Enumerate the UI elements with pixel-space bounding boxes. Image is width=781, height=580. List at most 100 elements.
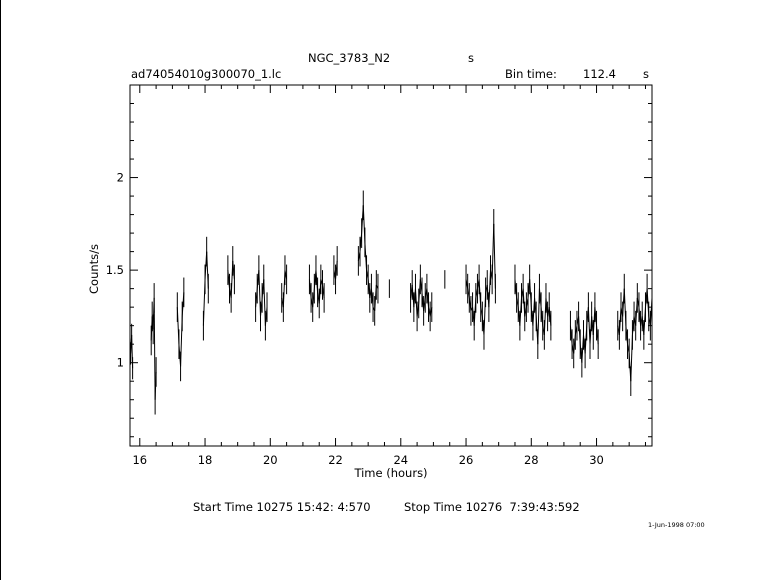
data-link [475, 288, 478, 298]
data-segment [176, 277, 185, 382]
data-link [516, 297, 519, 308]
data-link [429, 307, 433, 317]
data-link [308, 279, 312, 298]
data-link [480, 307, 483, 317]
data-link [367, 279, 371, 298]
data-segment [465, 209, 496, 350]
data-link [635, 297, 638, 326]
data-link [180, 316, 183, 367]
data-link [357, 251, 361, 261]
data-link [232, 260, 235, 280]
data-link [227, 270, 231, 289]
data-link [370, 288, 374, 308]
x-tick-label: 22 [328, 453, 343, 467]
data-link [364, 242, 368, 271]
timestamp: 1-Jun-1998 07:00 [648, 521, 705, 529]
bin-time-label: Bin time: [505, 67, 557, 81]
data-link [584, 325, 588, 354]
data-link [491, 223, 495, 280]
data-link [359, 233, 363, 252]
data-link [202, 279, 206, 326]
data-link [649, 297, 653, 326]
data-link [176, 307, 180, 345]
data-link [426, 288, 430, 308]
data-link [423, 297, 426, 311]
data-link [627, 344, 630, 354]
data-segment [333, 246, 338, 295]
plot-frame [129, 84, 653, 447]
data-link [581, 334, 584, 363]
data-segment [227, 246, 235, 313]
data-link [153, 297, 156, 400]
data-segment [308, 255, 325, 322]
data-segment [281, 255, 288, 322]
x-tick-label: 18 [198, 453, 213, 467]
bin-time-value: 112.4 [583, 67, 616, 81]
data-link [255, 288, 258, 308]
window-edge [0, 0, 1, 580]
x-tick-label: 16 [132, 453, 147, 467]
data-link [573, 334, 576, 354]
data-link [375, 284, 379, 289]
data-link [638, 307, 642, 326]
data-link [532, 297, 536, 326]
data-link [374, 284, 377, 311]
data-link [318, 279, 322, 304]
y-axis: 11.52 [106, 84, 652, 438]
data-link [258, 270, 261, 317]
data-link [625, 325, 629, 345]
data-link [587, 307, 591, 345]
data-segment [202, 236, 209, 341]
data-link [416, 303, 420, 317]
start-time: Start Time 10275 15:42: 4:570 [193, 500, 371, 514]
x-axis-label: Time (hours) [353, 466, 427, 480]
data-link [473, 297, 477, 326]
object-name: NGC_3783_N2 [308, 51, 391, 65]
object-suffix: s [468, 51, 474, 65]
data-link [493, 223, 496, 289]
data-link [592, 307, 596, 335]
data-segment [514, 264, 552, 359]
y-tick-label: 2 [117, 171, 124, 185]
data-link [618, 307, 622, 335]
bin-time-unit: s [643, 67, 649, 81]
data-link [525, 297, 529, 308]
data-link [514, 279, 518, 298]
x-axis: 16 18 20 22 24 26 28 30 [132, 85, 646, 467]
data-segment [150, 283, 157, 415]
data-link [589, 316, 593, 345]
data-link [366, 270, 369, 280]
x-tick-label: 26 [459, 453, 474, 467]
data-link [320, 279, 323, 286]
data-link [467, 288, 470, 298]
data-link [488, 270, 492, 308]
data-link [483, 292, 487, 335]
data-series [130, 190, 653, 415]
data-link [478, 279, 482, 308]
data-link [264, 307, 268, 326]
data-link [181, 292, 185, 317]
data-link [537, 288, 540, 345]
data-link [519, 297, 522, 326]
data-link [465, 279, 469, 289]
data-segment [357, 190, 379, 326]
x-tick-label: 28 [524, 453, 539, 467]
data-link [548, 307, 552, 326]
data-link [630, 334, 633, 382]
data-link [263, 279, 266, 326]
data-link [529, 279, 532, 308]
data-link [643, 307, 646, 335]
data-link [524, 307, 527, 317]
data-segment [255, 255, 268, 341]
data-link [131, 334, 134, 369]
x-tick-label: 24 [393, 453, 408, 467]
data-link [315, 270, 319, 293]
data-link [362, 205, 366, 243]
data-link [543, 297, 547, 335]
data-link [335, 260, 338, 280]
data-segment [410, 264, 433, 332]
data-link [646, 288, 650, 317]
data-link [596, 325, 599, 345]
data-segment [617, 273, 653, 397]
plot-border [129, 84, 653, 447]
